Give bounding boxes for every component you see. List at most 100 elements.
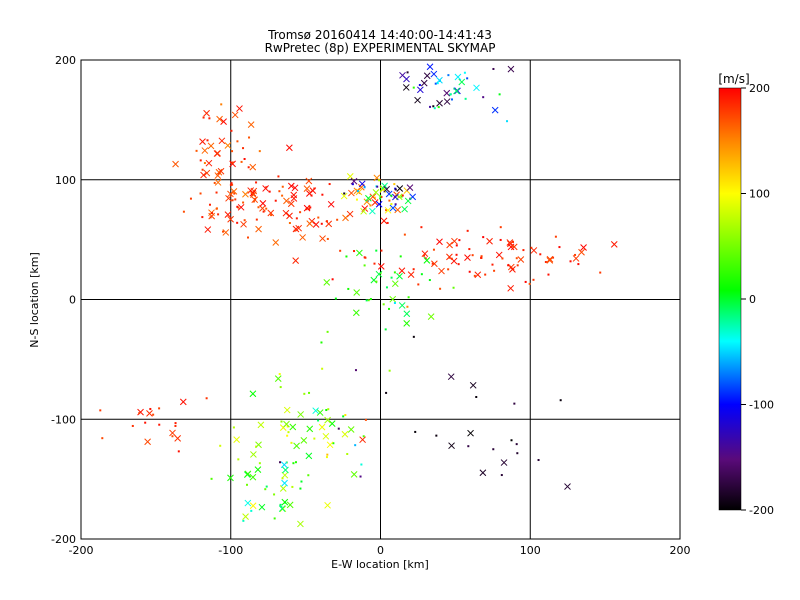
data-point — [292, 462, 295, 465]
data-point — [320, 341, 323, 344]
data-point — [214, 172, 222, 179]
data-point — [452, 286, 455, 289]
data-point — [325, 220, 328, 223]
data-point — [420, 273, 423, 276]
data-point — [447, 373, 455, 381]
data-point — [471, 254, 474, 257]
data-point — [272, 239, 280, 246]
data-point — [464, 254, 471, 261]
data-point — [257, 206, 260, 209]
data-point — [524, 280, 527, 283]
data-point — [401, 205, 408, 213]
data-point — [352, 309, 360, 317]
data-point — [291, 485, 294, 488]
data-point — [251, 196, 259, 204]
data-point — [359, 475, 362, 478]
data-point — [506, 239, 514, 246]
data-point — [350, 177, 358, 185]
data-point — [380, 249, 383, 252]
data-point — [447, 268, 450, 271]
data-point — [403, 320, 411, 327]
data-point — [451, 237, 458, 245]
data-point — [380, 217, 388, 225]
data-point — [434, 82, 437, 85]
data-point — [200, 171, 207, 179]
data-point — [347, 287, 350, 290]
data-point — [416, 86, 424, 94]
data-point — [532, 278, 535, 281]
data-point — [383, 185, 391, 193]
data-point — [324, 501, 331, 509]
data-point — [215, 191, 218, 194]
data-point — [428, 279, 431, 282]
data-point — [402, 84, 410, 91]
data-point — [400, 195, 403, 198]
data-point — [467, 429, 474, 437]
data-point — [295, 217, 298, 220]
data-point — [278, 190, 281, 193]
data-point — [292, 225, 300, 233]
data-point — [341, 430, 349, 438]
data-point — [258, 462, 261, 465]
data-point — [217, 213, 220, 216]
y-tick-label: 200 — [55, 54, 76, 67]
data-point — [326, 330, 329, 333]
data-point — [406, 71, 409, 74]
data-point — [312, 221, 320, 228]
data-point — [327, 408, 330, 411]
data-point — [309, 206, 312, 209]
data-point — [479, 469, 487, 477]
data-point — [309, 187, 317, 194]
data-point — [316, 409, 324, 416]
data-point — [356, 249, 363, 257]
data-point — [201, 168, 204, 171]
data-point — [507, 243, 515, 251]
data-point — [436, 76, 443, 84]
data-point — [224, 142, 232, 149]
data-point — [174, 422, 177, 425]
data-point — [224, 211, 232, 219]
data-point — [340, 192, 348, 200]
data-point — [201, 147, 209, 154]
data-point — [264, 488, 267, 491]
data-point — [303, 185, 311, 192]
data-point — [277, 175, 280, 178]
data-point — [377, 263, 385, 270]
data-point — [265, 207, 268, 210]
data-point — [280, 505, 283, 508]
data-point — [388, 369, 391, 372]
data-point — [242, 519, 245, 522]
data-point — [364, 256, 367, 259]
data-point — [313, 437, 316, 440]
data-point — [515, 443, 518, 446]
data-point — [281, 194, 284, 197]
data-point — [138, 412, 141, 415]
data-point — [171, 435, 174, 438]
data-point — [216, 115, 223, 123]
data-point — [599, 271, 602, 274]
data-point — [250, 509, 253, 512]
data-point — [373, 262, 376, 265]
data-point — [265, 186, 268, 189]
data-point — [177, 450, 180, 453]
data-point — [390, 203, 393, 206]
data-point — [273, 493, 276, 496]
data-point — [242, 190, 249, 198]
data-point — [375, 200, 383, 208]
data-point — [455, 253, 458, 256]
data-point — [412, 335, 415, 338]
y-tick-label: -100 — [51, 413, 76, 426]
data-point — [394, 203, 397, 206]
data-point — [346, 172, 354, 180]
data-point — [299, 487, 302, 490]
data-point — [222, 229, 230, 236]
data-point — [305, 452, 313, 460]
data-point — [205, 159, 213, 167]
data-point — [303, 392, 306, 395]
data-point — [480, 255, 483, 258]
data-point — [385, 209, 388, 212]
data-point — [356, 190, 359, 193]
data-point — [255, 218, 258, 221]
data-point — [513, 402, 516, 405]
